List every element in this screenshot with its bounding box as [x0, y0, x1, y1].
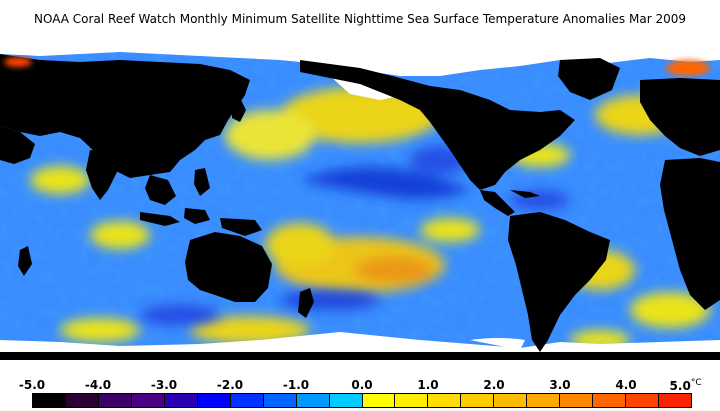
land-philippines [194, 168, 210, 196]
colorbar-tick-labels: -5.0 -4.0 -3.0 -2.0 -1.0 0.0 1.0 2.0 3.0 4.0 5.0°C [0, 378, 720, 394]
land-indonesia-2 [184, 208, 210, 224]
colorbar-swatch [560, 394, 594, 407]
land-japan [232, 98, 246, 122]
colorbar-swatch [593, 394, 627, 407]
colorbar-tick-label: 0.0 [351, 378, 373, 392]
colorbar-tick-label: -3.0 [150, 378, 178, 392]
colorbar-swatch [131, 394, 165, 407]
arctic-hotspots [4, 57, 710, 76]
world-sst-map [0, 40, 720, 360]
colorbar-unit: °C [690, 378, 702, 388]
colorbar-swatch [329, 394, 363, 407]
land-north-america [300, 60, 575, 190]
colorbar-tick-label: 4.0 [615, 378, 637, 392]
colorbar-swatch [33, 394, 66, 407]
land-cuba [510, 190, 540, 198]
colorbar-swatch [296, 394, 330, 407]
land-eurasia [0, 54, 250, 178]
colorbar-swatch [395, 394, 429, 407]
colorbar-swatch [626, 394, 660, 407]
land-se-asia [145, 175, 176, 205]
colorbar-swatch [527, 394, 561, 407]
colorbar-swatch [428, 394, 462, 407]
colorbar [32, 393, 692, 408]
colorbar-tick-label: 2.0 [483, 378, 505, 392]
land-madagascar [18, 246, 32, 276]
land-greenland [558, 58, 620, 100]
colorbar-tick-label: -1.0 [282, 378, 310, 392]
land-australia [185, 232, 272, 302]
land-india [86, 150, 118, 200]
colorbar-tick-label: -4.0 [84, 378, 112, 392]
land-europe [640, 78, 720, 156]
land-antarctica [0, 352, 720, 360]
colorbar-swatch [164, 394, 198, 407]
colorbar-tick-label: 3.0 [549, 378, 571, 392]
colorbar-tick-label: 1.0 [417, 378, 439, 392]
colorbar-swatch [362, 394, 396, 407]
colorbar-tick-label: -2.0 [216, 378, 244, 392]
land-arabia [0, 126, 35, 164]
colorbar-swatch [98, 394, 132, 407]
colorbar-swatch [197, 394, 231, 407]
land-new-zealand [298, 288, 314, 318]
colorbar-swatch [230, 394, 264, 407]
land-central-america [480, 190, 515, 216]
land [0, 54, 720, 360]
colorbar-swatch [461, 394, 495, 407]
colorbar-swatch [659, 394, 692, 407]
colorbar-swatch [494, 394, 528, 407]
colorbar-swatch [263, 394, 297, 407]
colorbar-tick-label: -5.0 [18, 378, 46, 392]
colorbar-swatch [65, 394, 99, 407]
map-title: NOAA Coral Reef Watch Monthly Minimum Sa… [34, 12, 686, 26]
land-new-guinea [220, 218, 262, 236]
land-indonesia-1 [140, 212, 180, 226]
land-south-america [508, 212, 610, 352]
colorbar-tick-label: 5.0°C [669, 378, 702, 393]
land-africa [660, 158, 720, 310]
